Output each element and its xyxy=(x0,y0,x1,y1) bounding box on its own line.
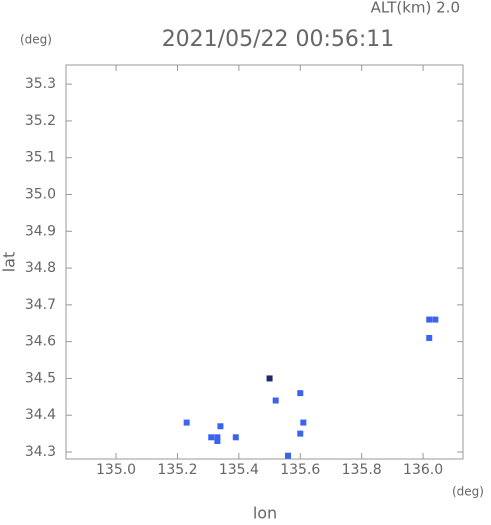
x-tick-label: 135.6 xyxy=(280,462,320,478)
x-tick-label: 135.4 xyxy=(219,462,259,478)
y-unit: (deg) xyxy=(20,33,52,47)
x-axis-label: lon xyxy=(253,504,277,522)
y-tick-label: 34.4 xyxy=(25,407,56,423)
x-tick-label: 136.0 xyxy=(403,462,443,478)
y-tick-label: 34.6 xyxy=(25,334,56,350)
chart-title: 2021/05/22 00:56:11 xyxy=(162,27,395,52)
x-tick-label: 135.0 xyxy=(96,462,136,478)
echo-point xyxy=(297,430,304,437)
echo-point xyxy=(297,390,304,397)
echo-point xyxy=(217,423,224,430)
echo-point xyxy=(183,419,190,426)
y-tick-label: 35.2 xyxy=(25,113,56,129)
echo-point xyxy=(208,434,215,441)
y-tick-label: 35.3 xyxy=(25,76,56,92)
echo-point xyxy=(272,397,279,404)
y-tick-label: 34.5 xyxy=(25,370,56,386)
echo-point xyxy=(426,316,433,323)
y-tick-label: 35.0 xyxy=(25,186,56,202)
echo-point xyxy=(266,375,273,382)
echo-point xyxy=(300,419,307,426)
y-tick-label: 34.9 xyxy=(25,223,56,239)
echo-point xyxy=(426,334,433,341)
y-tick-label: 34.7 xyxy=(25,297,56,313)
y-tick-label: 34.8 xyxy=(25,260,56,276)
echo-point xyxy=(232,434,239,441)
y-axis-label: lat xyxy=(0,252,19,273)
x-tick-label: 135.8 xyxy=(342,462,382,478)
y-tick-label: 34.3 xyxy=(25,444,56,460)
echo-point xyxy=(214,437,221,444)
x-tick-label: 135.2 xyxy=(157,462,197,478)
chart-subtitle: ALT(km) 2.0 xyxy=(371,0,460,17)
echo-point xyxy=(432,316,439,323)
y-tick-label: 35.1 xyxy=(25,150,56,166)
echo-point xyxy=(284,452,291,459)
echo-point xyxy=(214,434,221,441)
x-unit: (deg) xyxy=(452,485,484,499)
plot-frame xyxy=(65,64,464,460)
